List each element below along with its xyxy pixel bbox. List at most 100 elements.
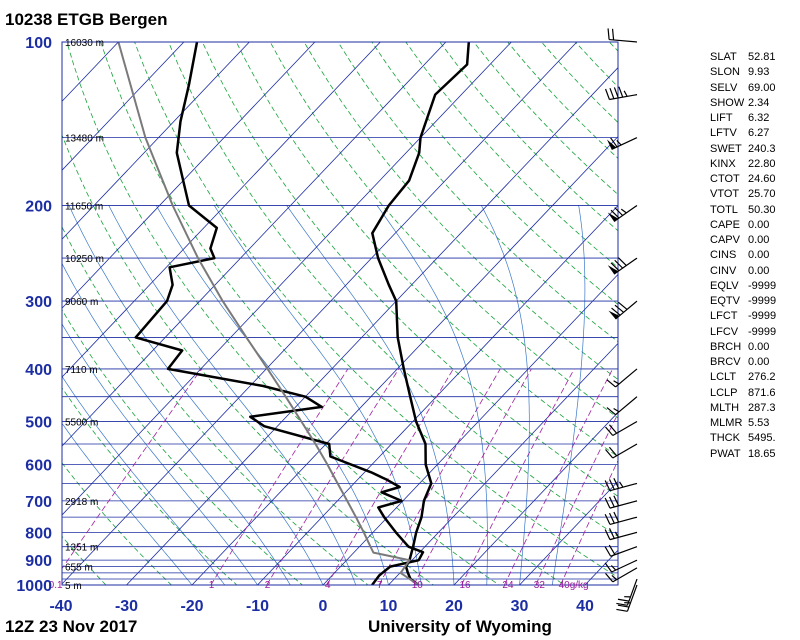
index-value: 25.70 [748,188,776,201]
wind-barb [606,396,638,416]
index-value: 24.60 [748,173,776,185]
index-key: LFCV [710,325,739,338]
isotherm [453,411,618,585]
barb-feather [613,380,620,385]
isotherm [256,204,618,585]
pressure-tick-label: 1000 [16,578,52,595]
barb-feather [623,90,628,97]
index-row: VTOT 25.70 [710,187,800,202]
dry-adiabat [168,42,618,537]
index-value: 50.30 [748,203,776,216]
mixing-ratio-line [266,368,400,585]
barb-feather [619,481,624,488]
index-value: 5.53 [748,417,770,429]
temperature-trace [371,42,471,585]
pressure-tick-label: 200 [25,198,52,215]
temperature-tick-label: 40 [576,598,594,615]
mixing-ratio-label: 4 [325,580,331,591]
wind-barb [604,528,638,541]
height-label: 10250 m [65,254,104,265]
isotherm [62,42,578,585]
index-key: CINS [710,249,737,262]
mixing-ratio-line [504,368,614,585]
index-key: CAPE [710,218,740,231]
isotherm [322,273,618,585]
index-key: THCK [710,432,740,445]
barb-pennant [606,139,617,150]
index-row: BRCV 0.00 [710,355,800,370]
barb-feather [607,28,610,40]
barb-feather [613,407,620,413]
index-row: SELV 69.00 [710,81,800,96]
index-value: -9999 [748,310,777,323]
index-key: SHOW [710,96,745,109]
data-source: University of Wyoming [368,617,552,636]
height-label: 13480 m [65,134,104,145]
barb-pennant [607,265,619,275]
barb-shaft [609,500,638,509]
barb-shaft [610,546,638,557]
isotherm [62,42,512,516]
dry-adiabat [62,462,172,585]
index-row: CAPV 0.00 [710,233,800,248]
index-value: 2.34 [748,96,770,109]
mixing-ratio-label: 1 [209,580,215,591]
barb-feather [608,479,615,490]
index-row: LFCT -9999 [710,309,800,324]
dry-adiabat [62,225,369,585]
wind-barb [604,511,638,525]
barb-feather [604,480,611,491]
temperature-tick-label: 30 [511,598,529,615]
index-value: 52.81 [748,51,776,63]
wind-barb [607,28,638,43]
wind-barbs [604,28,638,612]
height-label: 5500 m [65,418,98,429]
chart-grid [62,42,618,585]
barb-feather [614,259,624,269]
index-row: THCK 5495. [710,431,800,446]
height-label: 16030 m [65,38,104,49]
mixing-ratio-label: 24 [502,580,514,591]
index-row: CINS 0.00 [710,248,800,263]
barb-feather [613,477,620,489]
pressure-tick-label: 900 [25,553,52,570]
barb-feather [618,86,624,98]
mixing-ratio-line [461,368,575,585]
barb-feather [605,426,614,436]
barb-feather [617,604,630,608]
index-value: 276.2 [748,371,776,384]
index-value: 287.3 [748,401,776,414]
index-row: SLON 9.93 [710,65,800,80]
barb-feather [616,602,628,606]
index-key: KINX [710,157,736,170]
wind-barb [604,559,638,573]
wind-barb [604,86,638,101]
dry-adiabat [202,42,618,497]
temperature-tick-label: -10 [246,598,269,615]
index-value: 6.27 [748,127,770,140]
pressure-tick-label: 400 [25,362,52,379]
barb-feather [605,449,614,459]
mixing-ratio-lines [62,368,618,585]
index-value: -9999 [748,279,777,292]
wind-barb [605,421,638,437]
index-value: 9.93 [748,66,770,79]
barb-feather [610,565,617,571]
index-row: MLMR 5.53 [710,416,800,431]
barb-shaft [615,368,638,388]
dry-adiabat [62,387,238,585]
index-row: LIFT 6.32 [710,111,800,126]
barb-feather [613,87,619,99]
barb-feather [610,262,620,272]
index-key: LFTV [710,127,737,140]
pressure-tick-label: 800 [25,525,52,542]
wind-barb [607,257,638,275]
barb-shaft [609,482,638,492]
barb-shaft [626,578,638,606]
mixing-ratio-label: 2 [265,580,271,591]
index-row: PWAT 18.65 [710,447,800,462]
index-row: EQLV -9999 [710,279,800,294]
isotherm [62,42,316,309]
barb-shaft [612,421,638,437]
